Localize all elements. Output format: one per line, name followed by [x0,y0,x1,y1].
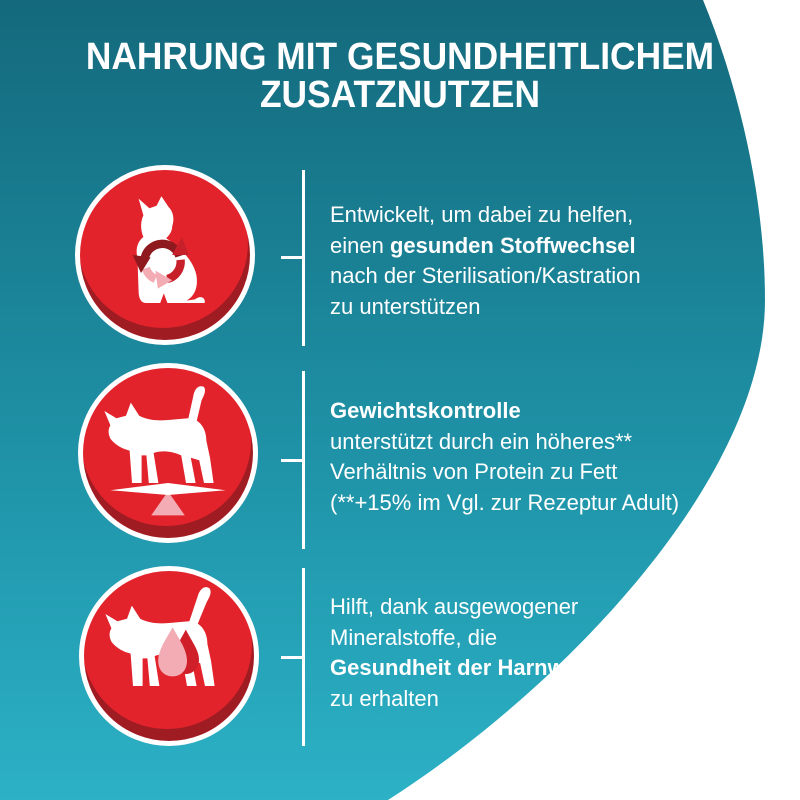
walking-cat-silhouette [105,587,215,686]
benefit-line: Gesundheit der Harnwege [330,653,720,684]
weight-control-badge [78,363,258,543]
benefit-line: unterstützt durch ein höheres** [330,427,720,458]
benefit-line: zu erhalten [330,684,720,715]
benefit-line: Gewichtskontrolle [330,396,720,427]
balance-bar [110,483,226,495]
connector-line-1 [302,170,305,346]
metabolism-badge [75,165,255,345]
text-segment-bold: gesunden Stoffwechsel [389,232,636,258]
cycle-arc-pink [141,266,158,283]
text-segment: Verhältnis von Protein zu Fett [330,459,618,484]
benefit-text-urinary-health: Hilft, dank ausgewogener Mineralstoffe, … [330,592,720,714]
benefit-text-weight-control: Gewichtskontrolle unterstützt durch ein … [330,396,720,518]
metabolism-cycle-cat-icon [132,196,205,303]
page-title-line2: ZUSATZNUTZEN [259,74,541,116]
text-segment-bold: Gesundheit der Harnwege [330,655,603,680]
benefit-line: Entwickelt, um dabei zu helfen, [330,200,720,231]
text-segment: zu unterstützen [330,293,481,319]
text-segment: Entwickelt, um dabei zu helfen, [330,202,634,227]
benefit-line: einen gesunden Stoffwechsel [330,231,720,262]
cycle-arc-red [165,259,185,284]
text-segment: nach der Sterilisation/Kastration [330,263,641,288]
page-title-line1: NAHRUNG MIT GESUNDHEITLICHEM [85,36,715,78]
cycle-arrowhead-pink [155,270,173,289]
text-segment: unterstützt durch ein höheres** [330,428,633,454]
connector-tick-1 [281,256,303,259]
walking-cat-silhouette [104,386,214,483]
benefit-line: Hilft, dank ausgewogener [330,592,720,623]
urinary-health-droplet-cat-icon [105,587,215,686]
connector-tick-2 [281,459,303,462]
text-segment: Hilft, dank ausgewogener [330,594,579,619]
text-segment-bold: Gewichtskontrolle [330,398,521,423]
weight-control-balance-cat-icon [104,386,226,516]
balance-triangle [151,491,185,516]
text-segment: zu erhalten [330,685,439,711]
connector-line-2 [302,371,305,549]
droplet-pink [158,627,187,677]
urinary-health-badge [79,566,259,746]
page-title: NAHRUNG MIT GESUNDHEITLICHEM ZUSATZNUTZE… [28,38,772,114]
text-segment: einen [330,232,390,258]
benefit-line: Mineralstoffe, die [330,623,720,654]
benefit-text-metabolism: Entwickelt, um dabei zu helfen, einen ge… [330,200,720,322]
connector-tick-3 [281,656,303,659]
cycle-arrowhead-red [172,237,189,255]
benefit-line: nach der Sterilisation/Kastration [330,261,720,292]
text-segment: (**+15% im Vgl. zur Rezeptur Adult) [330,489,680,515]
cycle-arrowhead-dark [132,255,151,273]
benefit-line: zu unterstützen [330,292,720,323]
connector-line-3 [302,568,305,746]
text-segment: Mineralstoffe, die [330,624,498,650]
benefit-line: (**+15% im Vgl. zur Rezeptur Adult) [330,488,720,519]
benefit-line: Verhältnis von Protein zu Fett [330,457,720,488]
